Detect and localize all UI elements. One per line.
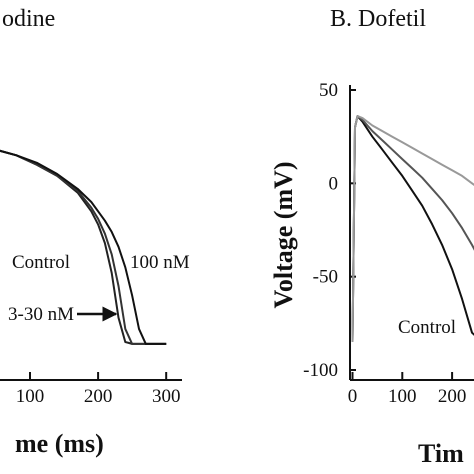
- plot-area: [0, 149, 167, 345]
- y-axis-label: Voltage (mV): [269, 161, 298, 308]
- plot-area: [351, 115, 474, 343]
- x-axis-label: Tim: [418, 439, 464, 468]
- y-tick-label: 0: [329, 173, 339, 194]
- line-series: [351, 115, 474, 343]
- x-axis-label: me (ms): [15, 429, 104, 458]
- annotation: Control: [398, 317, 456, 338]
- y-tick-label: -50: [313, 267, 338, 288]
- panel-title: odine: [2, 6, 55, 32]
- annotation: 3-30 nM: [8, 304, 74, 325]
- panel-title: B. Dofetil: [330, 6, 426, 32]
- x-tick-label: 200: [438, 386, 467, 407]
- x-tick-label: 200: [84, 386, 113, 407]
- x-tick-label: 300: [152, 386, 181, 407]
- line-series: [0, 149, 167, 345]
- annotation: Control: [12, 252, 70, 273]
- line-series: [351, 115, 474, 343]
- x-tick-label: 0: [348, 386, 358, 407]
- x-tick-label: 100: [388, 386, 417, 407]
- line-series: [351, 115, 474, 343]
- x-tick-label: 100: [16, 386, 45, 407]
- y-tick-label: 50: [319, 80, 338, 101]
- y-tick-label: -100: [303, 360, 338, 381]
- annotation: 100 nM: [130, 252, 190, 273]
- line-series: [0, 149, 167, 345]
